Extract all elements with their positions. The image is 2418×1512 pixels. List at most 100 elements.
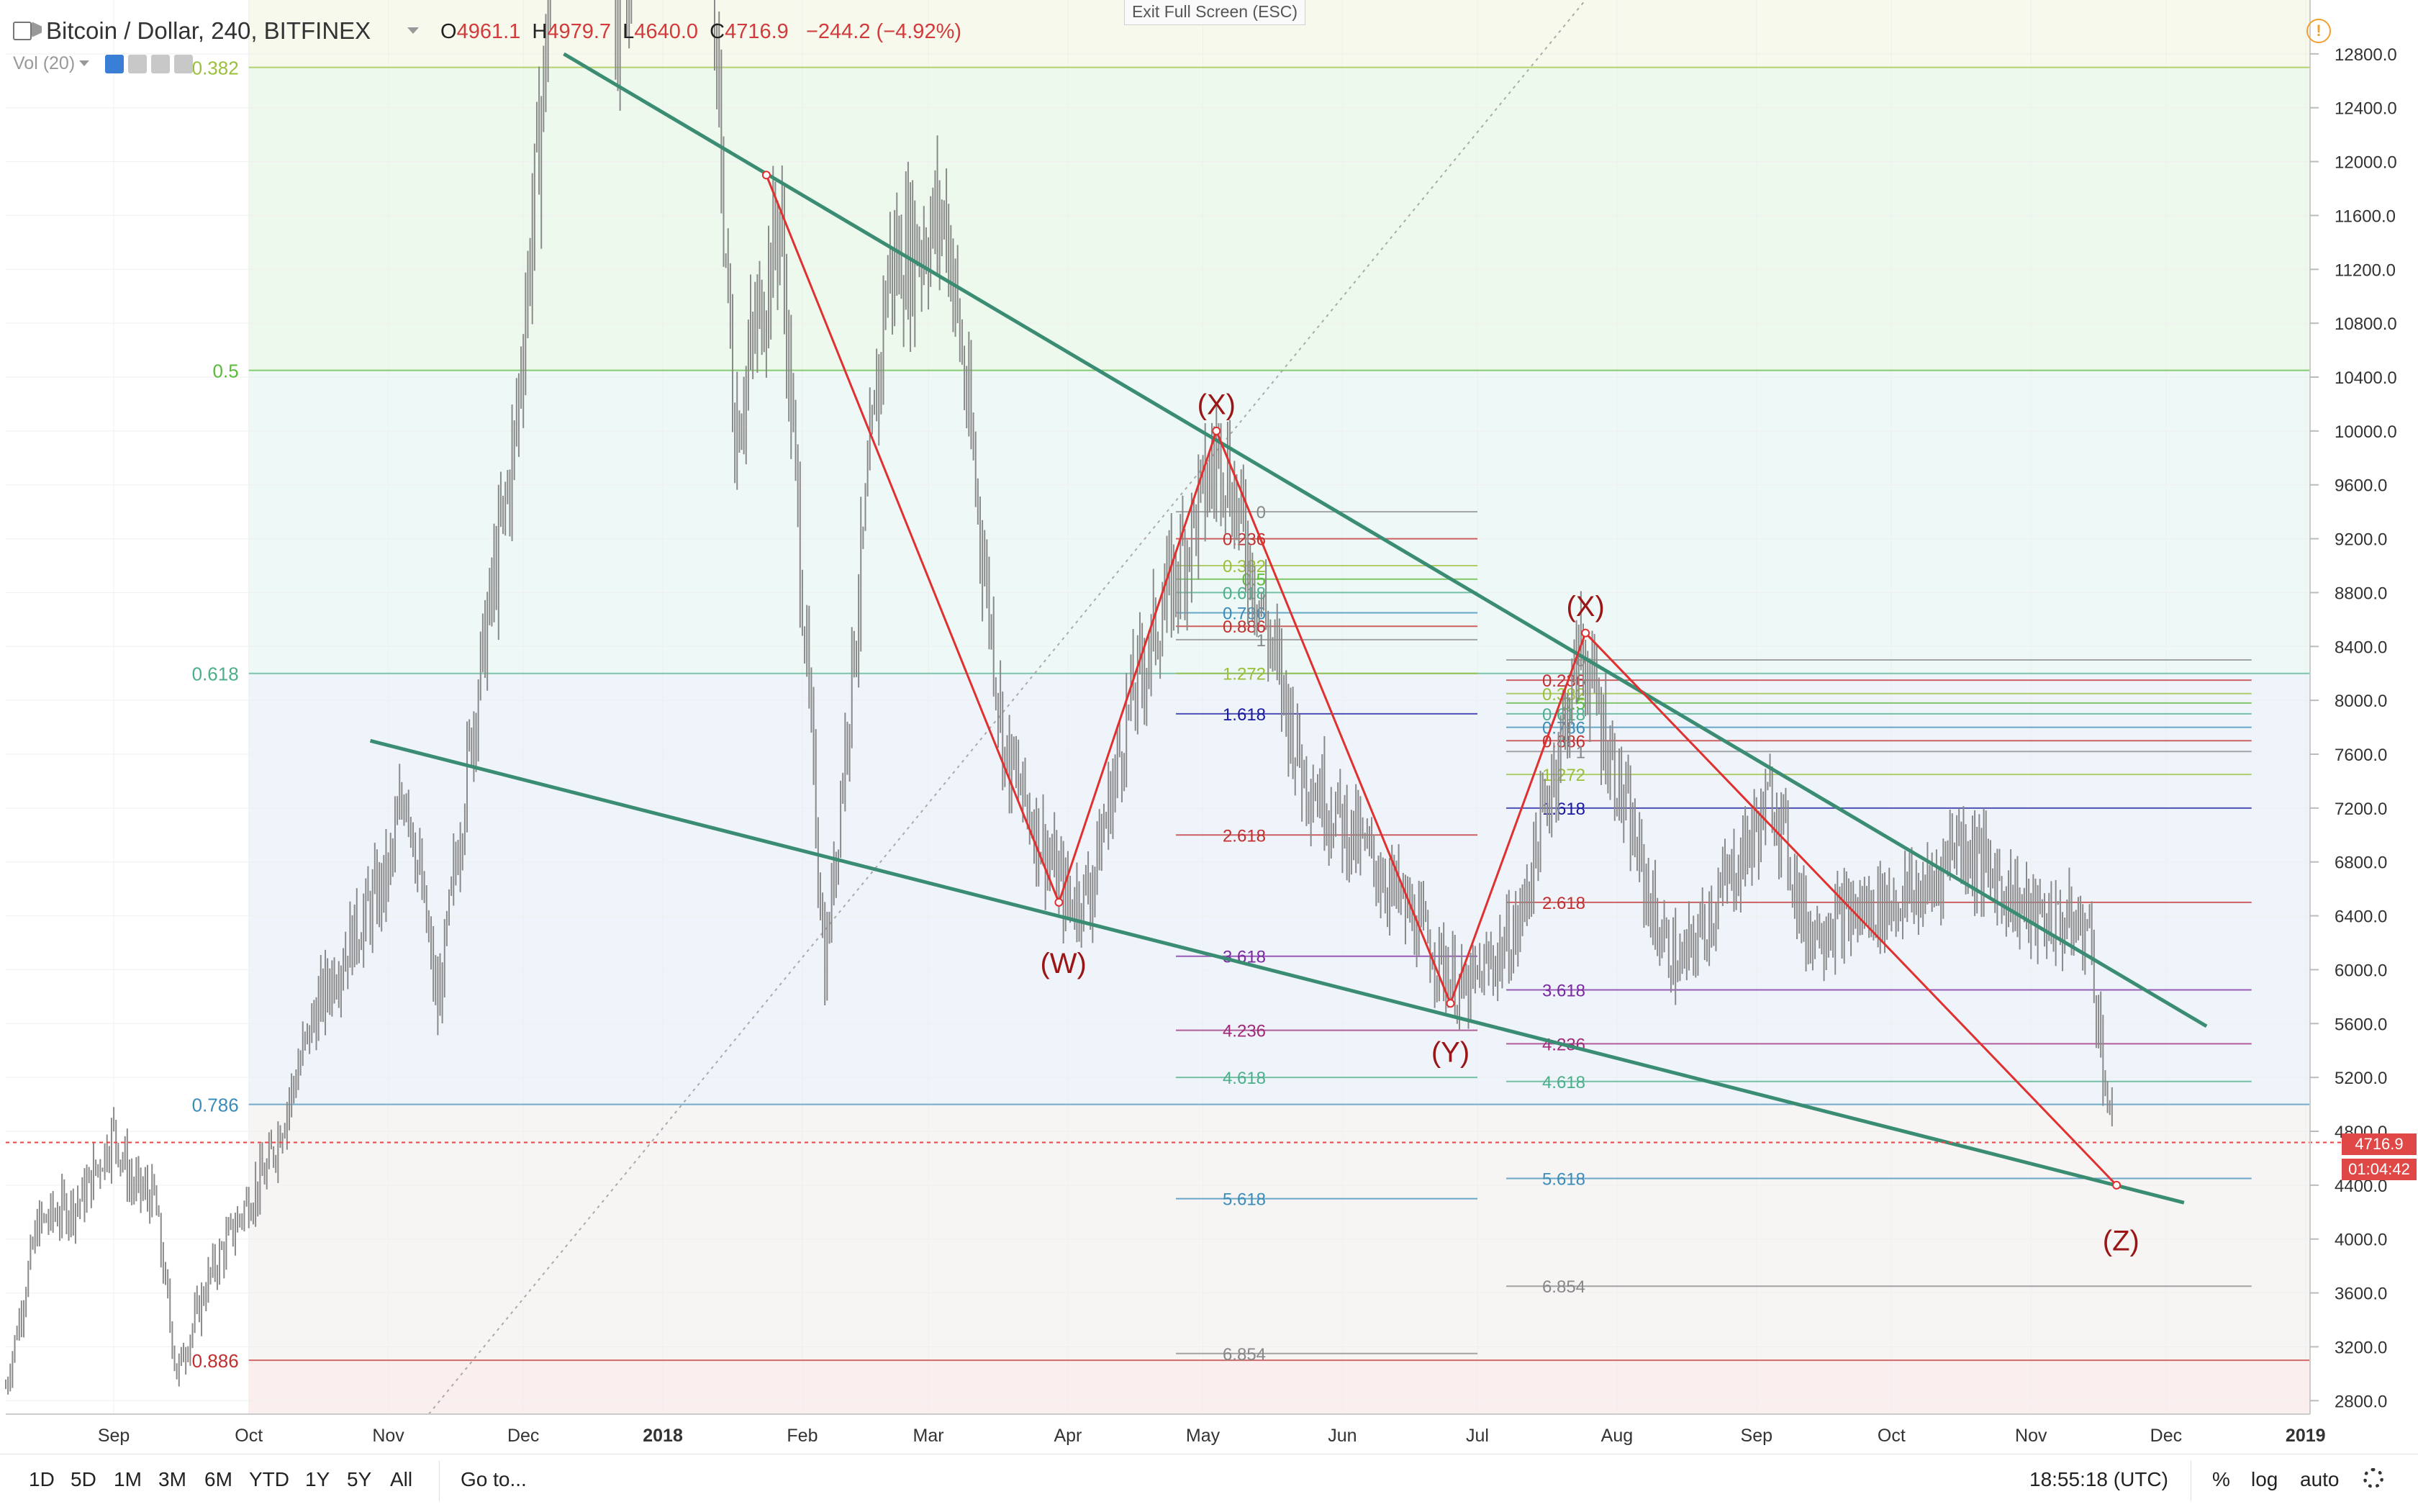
timeframe-5d[interactable]: 5D [71,1468,96,1490]
timeframe-1d[interactable]: 1D [29,1468,55,1490]
fib-band [248,673,2310,1105]
price-tick-label: 11600.0 [2335,207,2396,226]
bottom-toolbar [0,1454,2418,1512]
open-label: O [440,20,457,43]
time-tick-label: Nov [372,1426,404,1446]
price-tick-label: 11200.0 [2335,261,2396,280]
price-tick-label: 5600.0 [2335,1015,2387,1034]
fib-extension-label: 0.618 [1223,584,1266,603]
timeframe-all[interactable]: All [390,1468,413,1490]
time-tick-label: May [1186,1426,1221,1446]
log-scale-toggle[interactable]: log [2251,1468,2278,1490]
fib-extension-label: 1.272 [1542,766,1585,785]
price-tick-label: 12800.0 [2335,45,2397,65]
fib-band [248,1360,2310,1414]
fib-extension-label: 1.272 [1223,665,1266,684]
utc-clock[interactable]: 18:55:18 (UTC) [2029,1468,2168,1490]
bar-countdown-tag: 01:04:42 [2342,1159,2417,1180]
volume-indicator-label[interactable]: Vol (20) [13,53,76,73]
wave-point [1054,897,1064,907]
time-tick-label: Mar [913,1426,944,1446]
auto-scale-toggle[interactable]: auto [2300,1468,2340,1490]
timeframe-5y[interactable]: 5Y [347,1468,372,1490]
wave-point [1581,628,1590,638]
wave-point [761,171,771,180]
price-tick-label: 4000.0 [2335,1231,2387,1250]
add-icon[interactable] [151,55,170,73]
price-tick-label: 3200.0 [2335,1338,2387,1357]
exit-fullscreen-button[interactable]: Exit Full Screen (ESC) [1124,0,1305,25]
close-value: 4716.9 [725,20,789,43]
dropdown-icon[interactable] [407,27,419,34]
fib-extension-label: 1 [1256,631,1266,651]
fib-extension-label: 1.618 [1542,800,1585,819]
warning-icon[interactable]: ! [2306,19,2331,43]
chart-header: Bitcoin / Dollar, 240, BITFINEX O4961.1 … [0,0,1655,73]
fib-extension-label: 0.886 [1542,732,1585,751]
fib-extension-label: 2.618 [1223,826,1266,846]
price-tick-label: 6800.0 [2335,854,2387,873]
high-label: H [532,20,548,43]
fib-retracement-label: 0.786 [192,1095,239,1116]
timeframe-6m[interactable]: 6M [204,1468,232,1490]
fib-extension-label: 0.382 [1223,557,1266,576]
chart-grid [6,0,2310,1414]
fib-extension-label: 1 [1576,743,1585,762]
trendline [369,738,2185,1205]
price-tick-label: 7200.0 [2335,800,2387,819]
fib-extension-label: 6.854 [1542,1277,1585,1297]
candle-series [5,0,2113,1395]
fib-background-bands [248,0,2310,1414]
timeframe-3m[interactable]: 3M [158,1468,186,1490]
flag-icon[interactable] [32,22,42,37]
settings-gear-icon[interactable] [2363,1468,2383,1488]
symbol-title[interactable]: Bitcoin / Dollar, 240, BITFINEX [46,17,371,44]
toolbar-divider [439,1461,440,1501]
trendline [563,52,2208,1028]
time-tick-label: Dec [2150,1426,2182,1446]
fib-extension-label: 4.236 [1223,1022,1266,1041]
open-value: 4961.1 [456,20,521,43]
dotted-guide-line [428,0,1586,1415]
last-price-tag: 4716.9 [2342,1133,2417,1155]
wave-label: (Z) [2103,1226,2139,1257]
elliott-wave-path[interactable]: (W) (X) (Y) (X) (Z) [761,171,2139,1257]
close-icon[interactable] [174,55,193,73]
goto-date-button[interactable]: Go to... [461,1468,527,1490]
timeframe-1m[interactable]: 1M [114,1468,142,1490]
percent-scale-toggle[interactable]: % [2212,1468,2230,1490]
volume-dropdown-icon[interactable] [79,60,89,66]
price-tick-label: 10800.0 [2335,314,2397,334]
price-tick-label: 9600.0 [2335,476,2387,496]
fib-extension-label: 2.618 [1542,894,1585,913]
ohlc-readout: O4961.1 H4979.7 L4640.0 C4716.9 −244.2 (… [440,20,961,44]
timeframe-1y[interactable]: 1Y [305,1468,330,1490]
price-tick-label: 6000.0 [2335,961,2387,980]
time-tick-label: Jul [1466,1426,1489,1446]
wave-point [1446,999,1455,1008]
high-value: 4979.7 [547,20,612,43]
close-label: C [710,20,725,43]
time-tick-label: Dec [507,1426,539,1446]
fib-band [248,67,2310,371]
low-value: 4640.0 [634,20,699,43]
trendlines[interactable] [369,52,2208,1205]
time-tick-label: Aug [1601,1426,1633,1446]
fib-levels: 0.3820.50.6180.7860.88600.2360.3820.50.6… [192,0,2310,1415]
fib-extension-label: 1.618 [1223,705,1266,725]
timeframe-ytd[interactable]: YTD [249,1468,289,1490]
time-tick-label: 2018 [643,1426,683,1446]
collapse-icon[interactable] [13,22,32,40]
eye-icon[interactable] [105,55,124,73]
wave-label: (X) [1566,591,1604,623]
fib-extension-label: 5.618 [1223,1190,1266,1210]
fib-extension-label: 0.618 [1542,705,1585,725]
wave-label: (X) [1197,389,1236,420]
wave-point [1212,426,1221,435]
settings-icon[interactable] [128,55,147,73]
wave-point [2112,1180,2122,1190]
time-tick-label: Jun [1328,1426,1357,1446]
price-tick-label: 9200.0 [2335,530,2387,550]
price-tick-label: 8800.0 [2335,584,2387,603]
